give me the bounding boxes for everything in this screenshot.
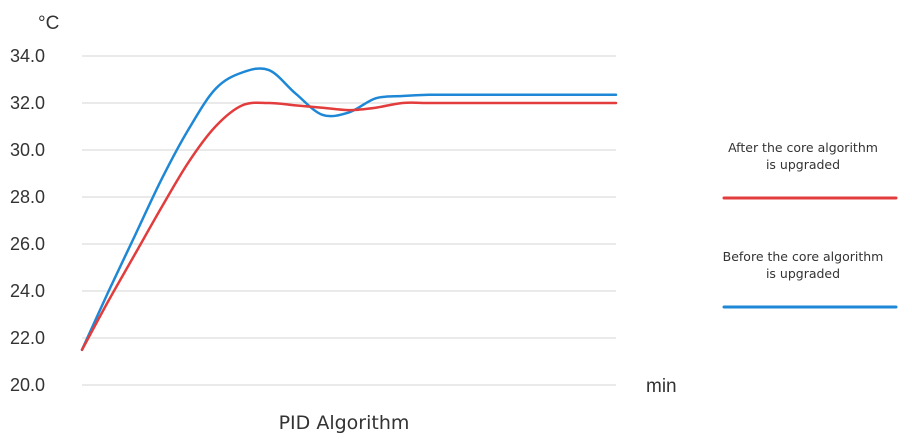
series-lines: [80, 67, 618, 352]
grid-lines: [82, 55, 616, 386]
y-tick-label: 22.0: [10, 328, 45, 348]
y-tick-label: 26.0: [10, 234, 45, 254]
legend-label: Before the core algorithm is upgraded: [723, 249, 884, 281]
x-axis-unit: min: [646, 376, 677, 397]
y-tick-labels: 20.0 22.0 24.0 26.0 28.0 30.0 32.0 34.0: [10, 46, 45, 395]
series-line-after-upgrade: [80, 101, 618, 352]
y-tick-label: 28.0: [10, 187, 45, 207]
legend-label: After the core algorithm is upgraded: [728, 140, 878, 172]
series-line-before-upgrade: [80, 67, 618, 352]
legend: After the core algorithm is upgraded Befor…: [722, 140, 898, 309]
y-tick-label: 34.0: [10, 46, 45, 66]
y-axis-unit: °C: [38, 13, 59, 34]
y-tick-label: 24.0: [10, 281, 45, 301]
x-axis-label: PID Algorithm: [279, 412, 410, 434]
y-tick-label: 30.0: [10, 140, 45, 160]
y-tick-label: 32.0: [10, 93, 45, 113]
y-tick-label: 20.0: [10, 375, 45, 395]
